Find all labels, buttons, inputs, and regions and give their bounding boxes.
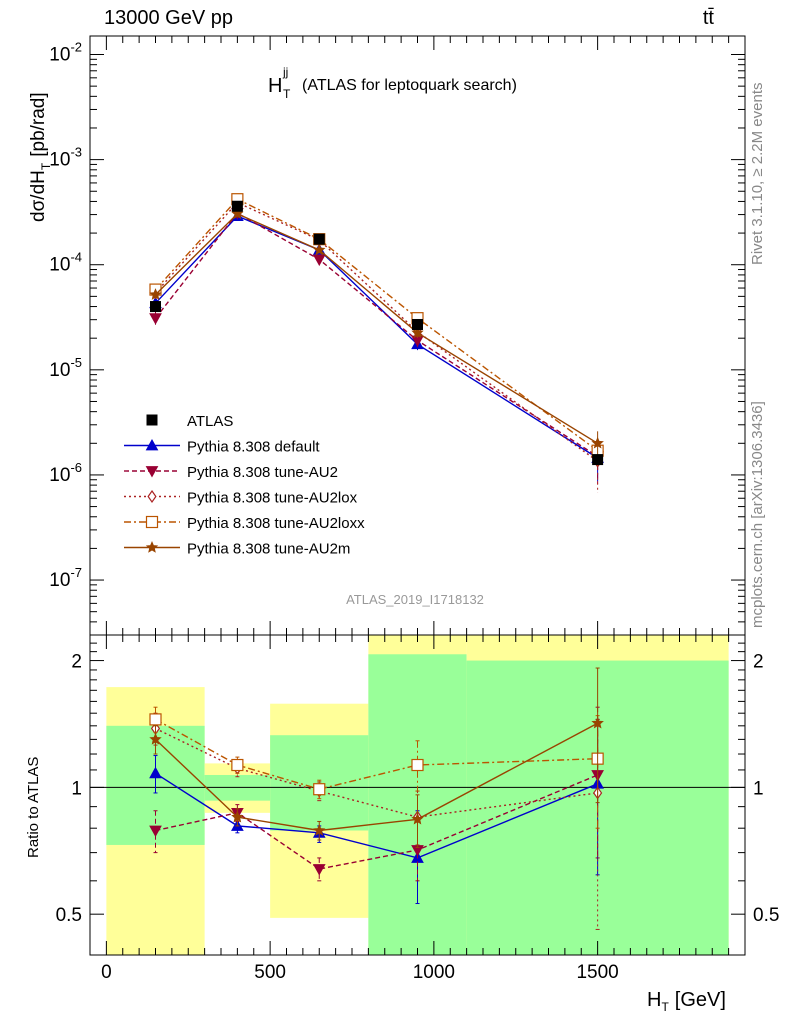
ratio-point-au2loxx (231, 758, 244, 772)
ratio-point-au2m (411, 812, 424, 825)
xlabel-main: HT [GeV] (647, 989, 726, 1014)
legend-marker-default (145, 438, 159, 451)
ratio-ytick-label: 0.5 (56, 905, 82, 926)
series-point-au2 (312, 254, 326, 267)
series-point-au2m (591, 436, 604, 449)
xtick-label: 1000 (413, 962, 455, 983)
xlabel-sub: T (661, 1000, 669, 1014)
title-rest: (ATLAS for leptoquark search) (302, 77, 517, 94)
ratio-point-au2m (231, 810, 244, 823)
ratio-point-au2m (313, 823, 326, 836)
main-ytick-label: 10-5 (49, 355, 82, 381)
series-point-au2 (149, 313, 162, 325)
ratio-point-au2m (591, 716, 604, 729)
legend-marker-au2 (145, 466, 159, 478)
ylabel-unit: [pb/rad] (28, 92, 49, 156)
ratio-line-au2loxx (155, 718, 598, 790)
ratio-ytick-label: 1 (71, 778, 82, 799)
ratio-ytick-label-right: 2 (753, 652, 764, 673)
legend-marker-au2lox (147, 489, 157, 504)
legend-label-au2m: Pythia 8.308 tune-AU2m (187, 541, 350, 558)
xtick-label: 1500 (576, 962, 618, 983)
data-point (231, 200, 243, 212)
energy-label: 13000 GeV pp (104, 7, 233, 29)
main-ytick-label: 10-7 (49, 565, 82, 591)
side-label-mcplots: mcplots.cern.ch [arXiv:1306.3436] (749, 401, 766, 628)
ylabel-text: dσ/dH (28, 170, 49, 222)
legend-marker-data (146, 414, 158, 426)
ylabel-sub: T (39, 162, 53, 170)
main-plot: 10-7 10-6 10-5 10-4 10-3 10-2 (49, 35, 746, 636)
title-sub: T (283, 87, 291, 101)
legend-label-au2: Pythia 8.308 tune-AU2 (187, 464, 338, 481)
xlabel-text: H (647, 989, 661, 1011)
data-point (592, 454, 604, 466)
ratio-plot: 0 500 1000 1500 0.5 0.5 1 1 2 2 (56, 634, 779, 983)
ratio-point-au2 (149, 825, 162, 838)
process-label: tt̄ (703, 7, 715, 29)
ratio-ytick-label-right: 0.5 (753, 905, 779, 926)
main-ytick-label: 10-3 (49, 145, 82, 171)
series-line-au2m (155, 212, 598, 444)
main-ytick-label: 10-4 (49, 250, 82, 276)
ratio-point-default (149, 766, 162, 779)
legend-label-au2lox: Pythia 8.308 tune-AU2lox (187, 490, 358, 507)
legend-label-data: ATLAS (187, 413, 233, 430)
ratio-point-au2m (149, 732, 162, 745)
ratio-point-au2 (312, 864, 326, 876)
series-point-au2m (313, 243, 326, 256)
xlabel-unit: [GeV] (675, 989, 726, 1011)
title-main: H (268, 75, 282, 97)
data-point (313, 233, 325, 245)
legend-label-au2loxx: Pythia 8.308 tune-AU2loxx (187, 515, 365, 532)
data-point (412, 318, 423, 330)
ylabel-main: dσ/dHT [pb/rad] (28, 92, 53, 222)
legend: ATLAS Pythia 8.308 default Pythia 8.308 tu… (124, 413, 365, 558)
series-point-au2m (149, 288, 162, 300)
series-point-au2m (411, 326, 424, 339)
ratio-point-au2loxx (313, 783, 326, 796)
title-sup: jj (282, 65, 288, 79)
main-plot-title: H T jj (ATLAS for leptoquark search) (268, 65, 517, 101)
main-ytick-label: 10-2 (49, 40, 82, 66)
ratio-line-au2 (155, 774, 598, 870)
ratio-point-au2loxx (149, 713, 162, 726)
legend-marker-au2m (145, 540, 159, 553)
ratio-point-au2loxx (411, 758, 424, 772)
main-ylabel: dσ/dHT [pb/rad] (28, 92, 53, 222)
series-point-au2m (231, 207, 244, 220)
xtick-label: 500 (254, 962, 286, 983)
analysis-id: ATLAS_2019_I1718132 (346, 592, 484, 607)
data-point (150, 301, 161, 313)
main-ytick-label: 10-6 (49, 460, 82, 486)
legend-label-default: Pythia 8.308 default (187, 439, 320, 456)
xtick-label: 0 (101, 962, 112, 983)
xaxis-label: HT [GeV] (647, 989, 726, 1014)
ratio-ylabel: Ratio to ATLAS (25, 757, 42, 858)
ratio-ytick-label: 2 (71, 652, 82, 673)
legend-marker-au2loxx (145, 515, 159, 529)
side-label-rivet: Rivet 3.1.10, ≥ 2.2M events (749, 83, 766, 266)
ratio-ytick-label-right: 1 (753, 778, 764, 799)
